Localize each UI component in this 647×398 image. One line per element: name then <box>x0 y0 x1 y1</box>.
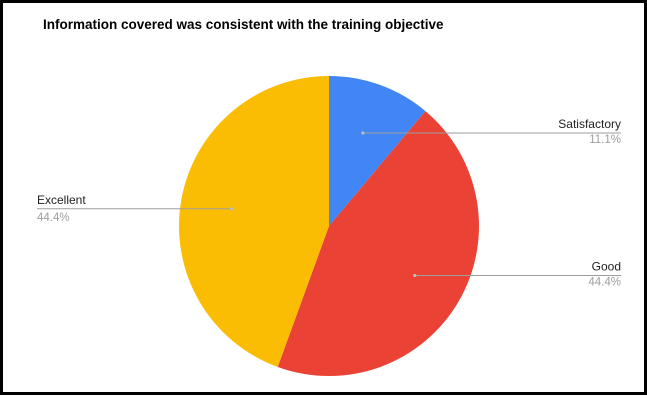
slice-percent-excellent: 44.4% <box>37 212 70 224</box>
slice-labels: Satisfactory 11.1% Good 44.4% Excellent 44.4% <box>37 117 621 289</box>
slice-percent-satisfactory: 11.1% <box>589 134 621 146</box>
slice-label-good: Good <box>592 260 621 274</box>
pie-chart: Satisfactory 11.1% Good 44.4% Excellent 44.4% <box>37 76 621 377</box>
leader-lines <box>37 131 621 278</box>
slice-good <box>277 111 480 377</box>
chart-title: Information covered was consistent with … <box>43 17 444 32</box>
slice-label-excellent: Excellent <box>37 193 86 207</box>
slice-label-satisfactory: Satisfactory <box>558 117 621 131</box>
leader-dot-satisfactory <box>361 131 365 135</box>
leader-dot-excellent <box>229 207 234 211</box>
leader-dot-good <box>413 273 417 278</box>
pie-slices <box>178 76 480 377</box>
slice-percent-good: 44.4% <box>588 277 621 289</box>
slice-excellent <box>178 76 329 367</box>
slice-satisfactory <box>329 76 426 226</box>
